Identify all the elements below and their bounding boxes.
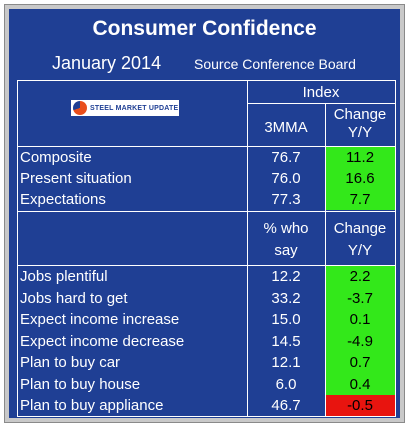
row-change: -3.7 — [325, 287, 395, 309]
row-change: 2.2 — [325, 266, 395, 288]
logo-text: STEEL MARKET UPDATE — [90, 104, 179, 112]
row-change: -4.9 — [325, 330, 395, 352]
row-label: Plan to buy house — [20, 375, 141, 393]
divider-bottom — [17, 416, 395, 417]
divider-section3 — [17, 265, 395, 266]
row-label: Present situation — [20, 170, 132, 187]
row-label: Composite — [20, 149, 92, 166]
row-label: Expect income increase — [20, 311, 180, 328]
row-change: 7.7 — [325, 189, 395, 210]
divider-section2 — [17, 211, 395, 212]
row-label: Expectations — [20, 191, 106, 208]
col-yy-header-1: Y/Y — [347, 124, 373, 141]
divider-top — [17, 80, 395, 81]
row-change: 11.2 — [325, 147, 395, 168]
col-who-say-header-b: say — [274, 242, 298, 259]
row-value: 12.2 — [271, 268, 301, 285]
index-header: Index — [302, 84, 340, 101]
row-value: 15.0 — [271, 311, 301, 328]
confidence-panel: Consumer Confidence January 2014 Source … — [9, 9, 400, 418]
vline-left — [17, 80, 18, 417]
vline-mid — [247, 80, 248, 417]
row-value: 76.7 — [271, 149, 301, 166]
col-change-header-1: Change — [333, 106, 387, 123]
row-label: Plan to buy car — [20, 354, 121, 371]
row-change: 16.6 — [325, 168, 395, 189]
table-frame: Consumer Confidence January 2014 Source … — [4, 4, 405, 423]
subtitle-month: January 2014 — [52, 53, 162, 73]
col-3mma-header: 3MMA — [264, 119, 308, 136]
col-yy-header-2: Y/Y — [347, 242, 373, 259]
row-value: 6.0 — [275, 375, 297, 393]
page-title: Consumer Confidence — [92, 17, 317, 40]
row-label: Jobs plentiful — [20, 268, 108, 285]
row-value: 76.0 — [271, 170, 301, 187]
row-label: Expect income decrease — [20, 332, 185, 350]
steel-market-update-logo: STEEL MARKET UPDATE — [71, 100, 179, 116]
vline-change — [325, 103, 326, 417]
col-change-header-2: Change — [333, 220, 387, 237]
row-value: 77.3 — [271, 191, 301, 208]
col-who-say-header-a: % who — [263, 220, 309, 237]
row-value: 14.5 — [271, 332, 301, 350]
row-change: -0.5 — [325, 395, 395, 417]
row-change: 0.7 — [325, 352, 395, 374]
row-value: 12.1 — [271, 354, 301, 371]
divider-index — [247, 103, 395, 104]
row-value: 33.2 — [271, 289, 301, 307]
logo-mark-icon — [73, 101, 87, 115]
vline-right — [395, 80, 396, 417]
row-label: Plan to buy appliance — [20, 397, 164, 414]
row-value: 46.7 — [271, 397, 301, 414]
subtitle-source: Source Conference Board — [194, 56, 356, 72]
row-label: Jobs hard to get — [20, 289, 128, 307]
row-change: 0.1 — [325, 309, 395, 331]
row-change: 0.4 — [325, 373, 395, 395]
divider-section1 — [17, 146, 395, 147]
